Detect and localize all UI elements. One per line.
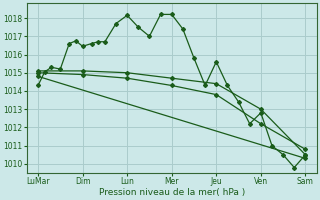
X-axis label: Pression niveau de la mer( hPa ): Pression niveau de la mer( hPa ): [99, 188, 245, 197]
